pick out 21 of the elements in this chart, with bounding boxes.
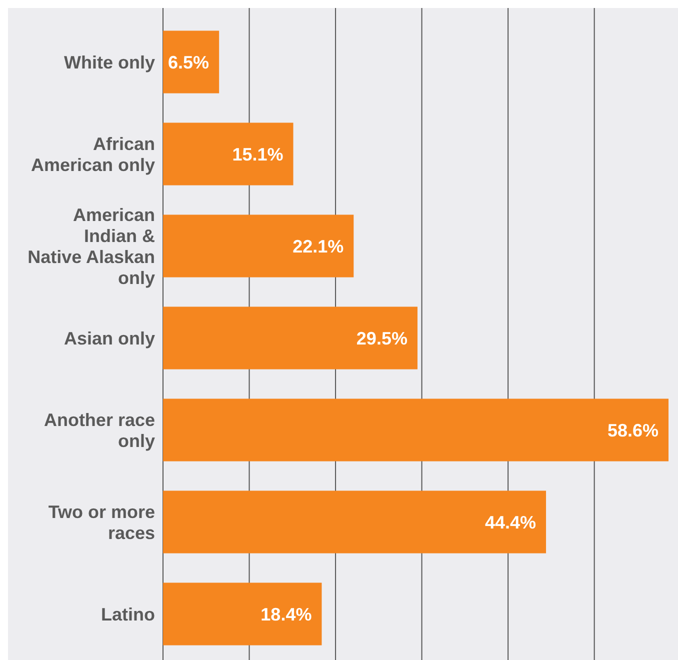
y-tick-label: Asian only <box>64 328 155 348</box>
y-tick-label: American Indian & Native Alaskan only <box>28 204 155 288</box>
y-tick-label: Latino <box>101 604 155 624</box>
bar <box>163 122 294 186</box>
y-tick-label: African American only <box>30 134 155 175</box>
data-label: 18.4% <box>260 604 312 624</box>
y-tick-label: Another race only <box>44 410 155 451</box>
data-label: 29.5% <box>356 328 408 348</box>
data-label: 44.4% <box>484 512 536 532</box>
data-label: 58.6% <box>607 420 659 440</box>
data-label: 6.5% <box>168 52 210 72</box>
bar <box>163 490 546 554</box>
data-label: 15.1% <box>232 144 284 164</box>
bar <box>163 214 354 278</box>
y-tick-label: White only <box>64 52 155 72</box>
y-tick-label: Two or more races <box>48 502 155 543</box>
data-label: 22.1% <box>292 236 344 256</box>
bar <box>163 582 322 646</box>
bar <box>163 398 669 462</box>
bar <box>163 30 220 94</box>
bar <box>163 306 418 370</box>
